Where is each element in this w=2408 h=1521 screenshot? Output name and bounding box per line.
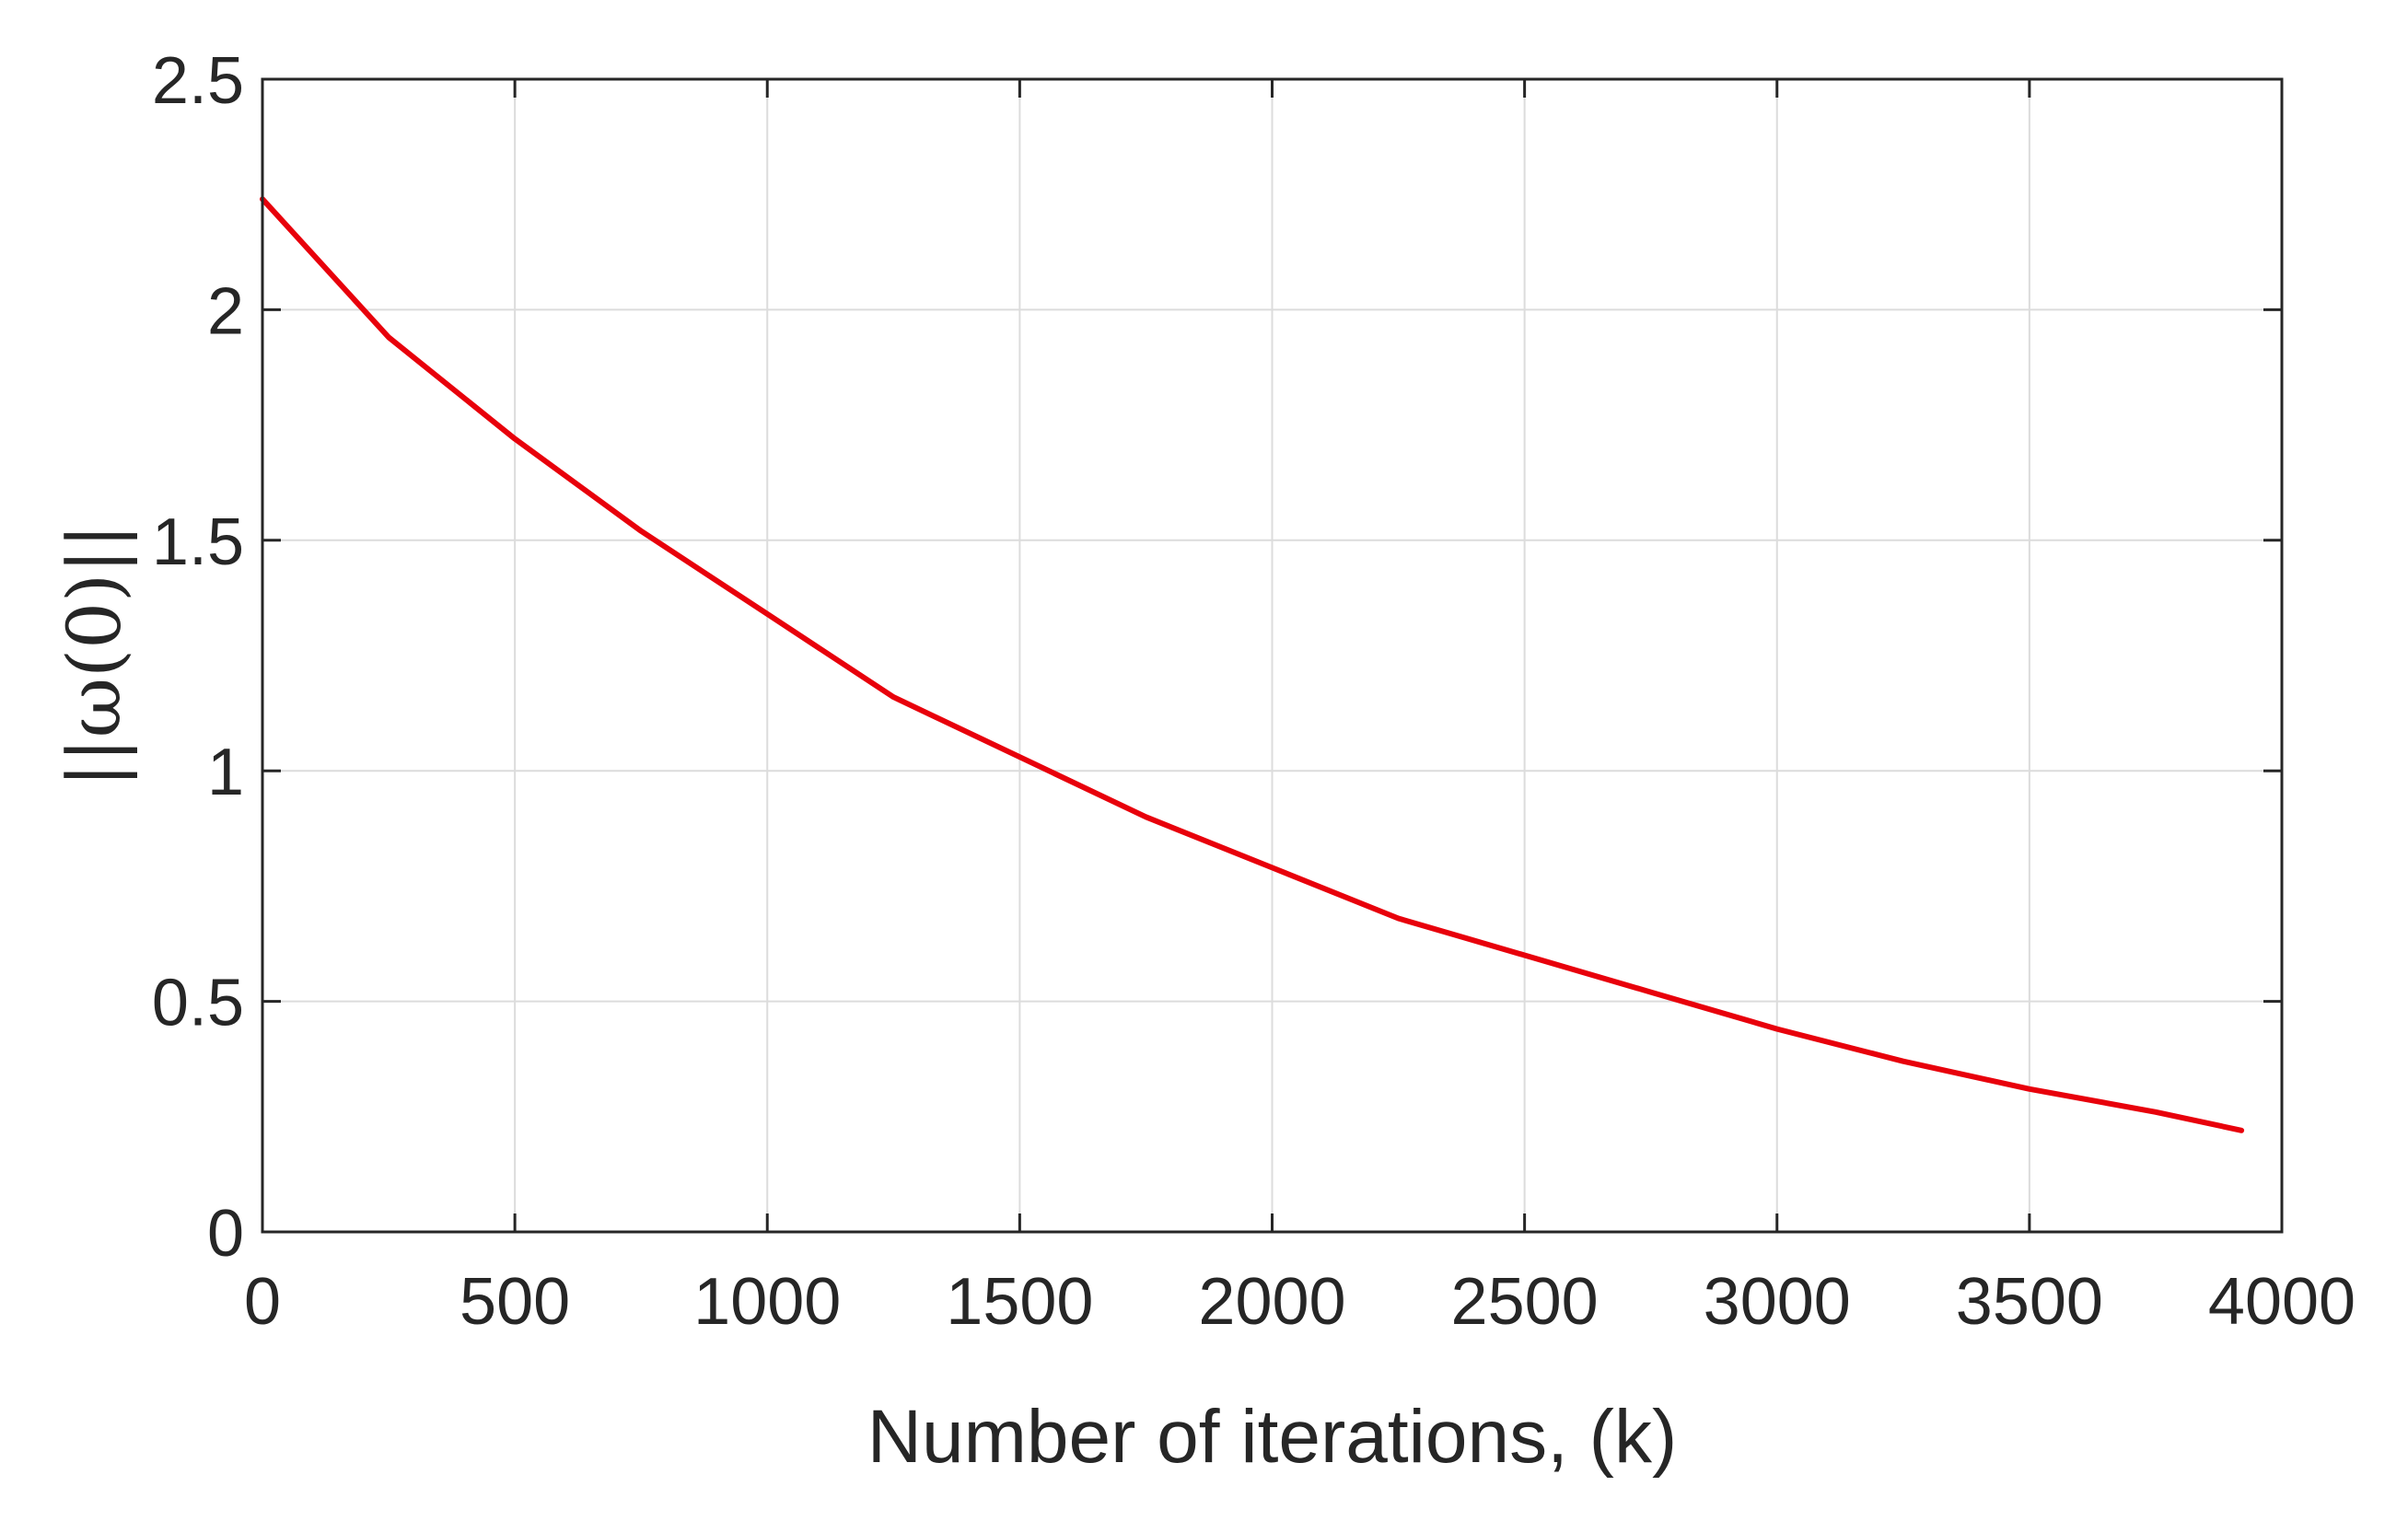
series-layer [260,196,2245,1133]
tick-marks [261,77,2284,1234]
y-tick-label: 2 [207,274,244,348]
y-tick-label: 1 [207,736,244,809]
y-tick-label: 0 [207,1197,244,1271]
x-tick-label: 1500 [946,1265,1093,1339]
y-axis-title: ||ω(0)|| [52,524,137,787]
series-line [260,196,2245,1133]
x-tick-label: 2500 [1451,1265,1599,1339]
x-tick-label: 2000 [1198,1265,1345,1339]
x-tick-label: 0 [244,1265,281,1339]
x-tick-label: 4000 [2208,1265,2356,1339]
y-tick-label: 2.5 [152,44,244,118]
y-tick-label: 1.5 [152,505,244,579]
x-tick-label: 3500 [1956,1265,2103,1339]
x-tick-label: 1000 [693,1265,841,1339]
y-tick-label: 0.5 [152,967,244,1040]
x-axis-title: Number of iterations, (k) [867,1395,1678,1479]
x-tick-label: 3000 [1704,1265,1851,1339]
y-tick-labels: 0 0.5 1 1.5 2 2.5 [152,44,244,1271]
x-tick-labels: 0 500 1000 1500 2000 2500 3000 3500 4000 [244,1265,2356,1339]
x-tick-label: 500 [459,1265,570,1339]
